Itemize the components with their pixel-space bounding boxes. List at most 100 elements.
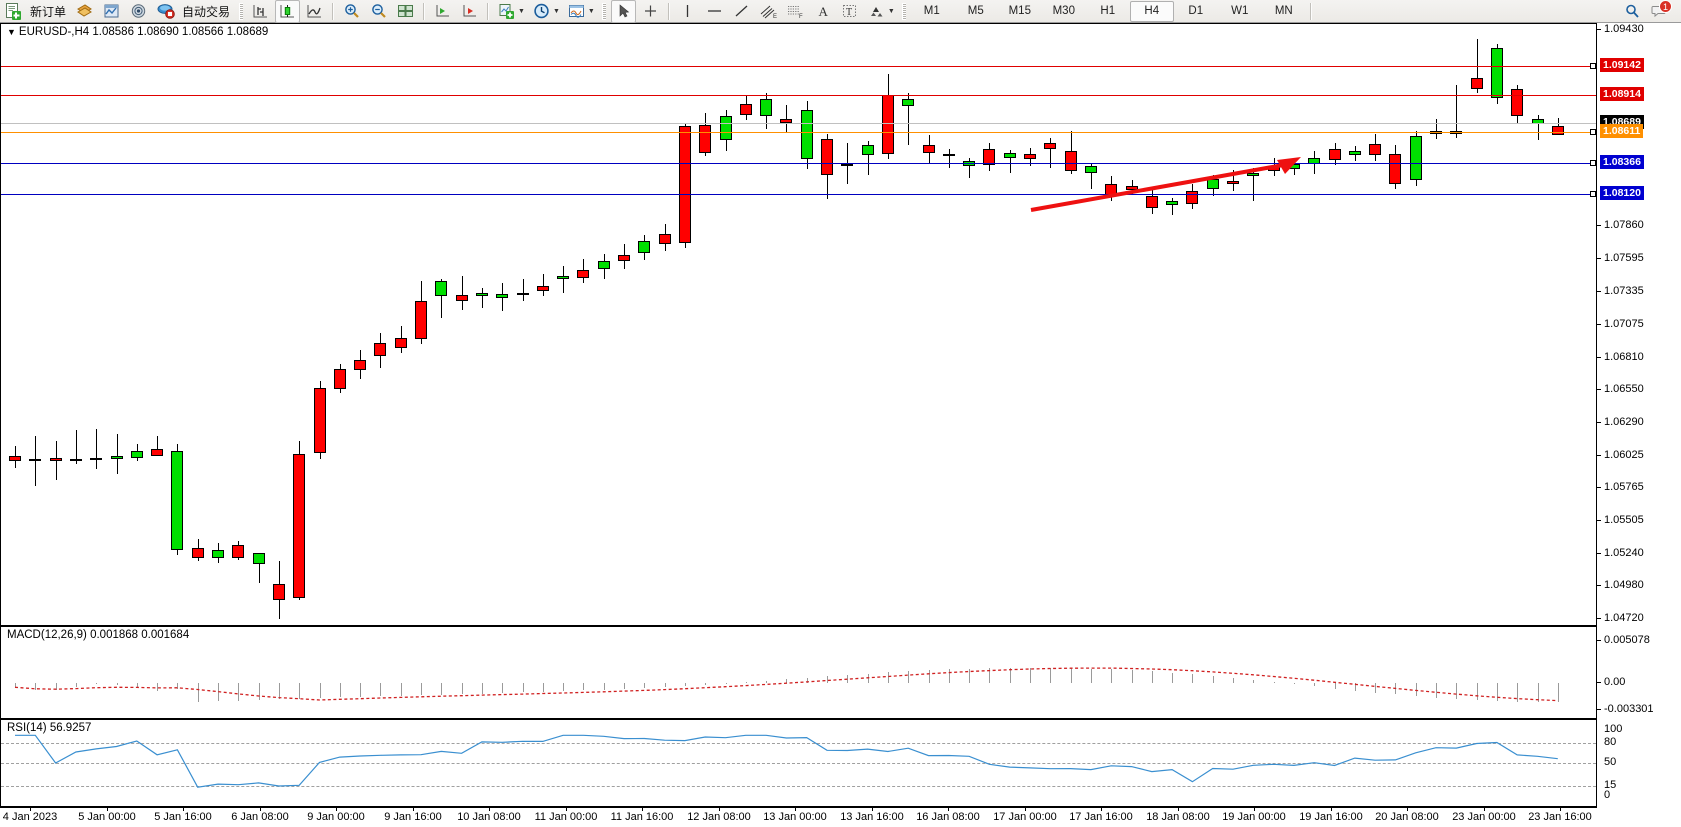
candlestick[interactable]: [922, 145, 935, 153]
candlestick[interactable]: [719, 116, 732, 141]
equidistant-channel-icon[interactable]: E: [756, 0, 781, 23]
add-indicator-icon[interactable]: [494, 0, 519, 23]
timeframe-mn[interactable]: MN: [1274, 5, 1293, 17]
arrows-icon[interactable]: [864, 0, 889, 23]
candlestick[interactable]: [1409, 136, 1422, 181]
candlestick[interactable]: [618, 255, 630, 262]
candlestick[interactable]: [800, 110, 813, 159]
terminal-icon[interactable]: [72, 0, 97, 23]
candlestick[interactable]: [333, 368, 346, 389]
candlestick[interactable]: [658, 233, 671, 244]
text-icon[interactable]: A: [810, 0, 835, 23]
new-order-icon[interactable]: [1, 0, 26, 23]
candlestick[interactable]: [151, 448, 164, 457]
rsi-plot-area[interactable]: [1, 720, 1596, 806]
candlestick[interactable]: [212, 550, 224, 558]
candlestick[interactable]: [1064, 151, 1077, 172]
vertical-line-icon[interactable]: [675, 0, 700, 23]
chart-window[interactable]: ▼ EURUSD-,H4 1.08586 1.08690 1.08566 1.08…: [0, 23, 1681, 827]
new-order-label[interactable]: 新订单: [30, 4, 67, 19]
chart-collapse-icon[interactable]: ▼: [7, 27, 16, 37]
zoom-out-icon[interactable]: [366, 0, 391, 23]
candlestick[interactable]: [415, 301, 427, 339]
level-label-support-2[interactable]: 1.08120: [1600, 185, 1644, 200]
uptrend-arrow[interactable]: [1, 24, 1596, 625]
candlestick[interactable]: [577, 270, 590, 278]
timeframe-h1[interactable]: H1: [1100, 5, 1116, 17]
level-label-support-1[interactable]: 1.08366: [1600, 155, 1644, 170]
candlestick[interactable]: [171, 451, 184, 551]
macd-plot-area[interactable]: [1, 627, 1596, 718]
level-handle-support-1[interactable]: [1590, 160, 1596, 167]
candlestick[interactable]: [1348, 151, 1361, 156]
candlestick[interactable]: [1227, 181, 1239, 184]
candlestick[interactable]: [1125, 186, 1138, 191]
toolbar-grip-1[interactable]: [239, 2, 244, 20]
timeframe-m1[interactable]: M1: [923, 5, 940, 17]
candlestick[interactable]: [69, 458, 82, 461]
candlestick[interactable]: [861, 145, 874, 156]
candlestick[interactable]: [1206, 178, 1219, 189]
candlestick[interactable]: [780, 118, 793, 123]
candlestick[interactable]: [191, 547, 204, 558]
macd-pane[interactable]: [0, 626, 1597, 719]
candlestick[interactable]: [1003, 152, 1016, 158]
candlestick[interactable]: [1511, 88, 1524, 117]
candlestick[interactable]: [496, 293, 509, 298]
candlestick[interactable]: [1490, 47, 1503, 98]
candlestick-chart-icon[interactable]: [275, 0, 301, 23]
zoom-in-icon[interactable]: [339, 0, 364, 23]
candlestick[interactable]: [557, 276, 570, 279]
candlestick[interactable]: [1328, 148, 1341, 161]
arrows-dropdown-icon[interactable]: ▼: [887, 7, 895, 15]
bar-chart-icon[interactable]: [248, 0, 273, 23]
candlestick[interactable]: [130, 451, 143, 458]
level-label-entry-line[interactable]: 1.08611: [1600, 124, 1644, 139]
tile-windows-icon[interactable]: [393, 0, 418, 23]
candlestick[interactable]: [1024, 153, 1036, 159]
candlestick[interactable]: [1287, 163, 1300, 169]
search-icon[interactable]: [1620, 0, 1645, 23]
price-chart-pane[interactable]: [0, 23, 1597, 626]
candlestick[interactable]: [881, 95, 894, 154]
candlestick[interactable]: [9, 456, 21, 462]
candlestick[interactable]: [760, 98, 773, 117]
templates-dropdown-icon[interactable]: ▼: [587, 7, 595, 15]
candlestick[interactable]: [374, 342, 387, 357]
horizontal-line-icon[interactable]: [702, 0, 727, 23]
candlestick[interactable]: [435, 281, 448, 297]
level-handle-resistance-1[interactable]: [1590, 63, 1596, 69]
period-dropdown-icon[interactable]: ▼: [552, 7, 560, 15]
candlestick[interactable]: [232, 545, 245, 558]
level-handle-entry-line[interactable]: [1590, 129, 1596, 136]
candlestick[interactable]: [902, 98, 915, 107]
period-clock-icon[interactable]: [529, 0, 554, 23]
candlestick[interactable]: [1369, 143, 1382, 156]
candlestick[interactable]: [475, 292, 488, 297]
candlestick[interactable]: [252, 552, 265, 564]
candlestick[interactable]: [394, 337, 407, 348]
level-label-resistance-1[interactable]: 1.09142: [1600, 58, 1644, 72]
candlestick[interactable]: [313, 387, 326, 453]
rsi-pane[interactable]: [0, 719, 1597, 807]
candlestick[interactable]: [516, 292, 529, 295]
candlestick[interactable]: [1044, 142, 1057, 149]
navigator-icon[interactable]: [126, 0, 151, 23]
candlestick[interactable]: [699, 125, 712, 153]
time-axis[interactable]: 4 Jan 2023 5 Jan 00:00 5 Jan 16:00 6 Jan 08…: [0, 807, 1597, 827]
candlestick[interactable]: [739, 103, 752, 116]
timeframe-h4[interactable]: H4: [1129, 0, 1174, 22]
timeframe-d1[interactable]: D1: [1188, 5, 1204, 17]
line-chart-icon[interactable]: [302, 0, 327, 23]
candlestick[interactable]: [1267, 166, 1280, 172]
chart-shift-icon[interactable]: [430, 0, 455, 23]
candlestick[interactable]: [821, 138, 833, 176]
timeframe-m5[interactable]: M5: [967, 5, 984, 17]
candlestick[interactable]: [29, 458, 42, 461]
candlestick[interactable]: [1389, 153, 1402, 184]
candlestick[interactable]: [1247, 172, 1260, 177]
auto-scroll-icon[interactable]: [457, 0, 482, 23]
cursor-icon[interactable]: [610, 0, 636, 23]
auto-trading-icon[interactable]: [153, 0, 178, 23]
candlestick[interactable]: [1551, 126, 1564, 136]
